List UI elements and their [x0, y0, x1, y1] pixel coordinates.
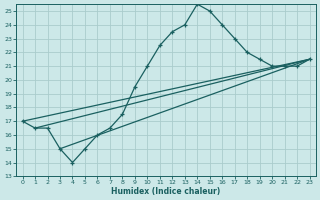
X-axis label: Humidex (Indice chaleur): Humidex (Indice chaleur) — [111, 187, 221, 196]
